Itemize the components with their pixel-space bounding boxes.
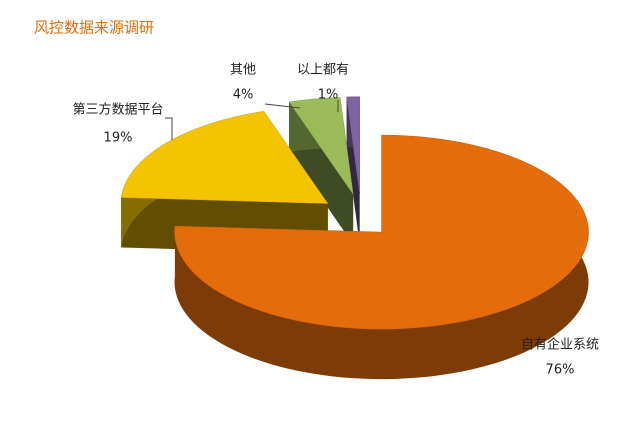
slice [174,134,589,330]
value-label: 1% [318,88,339,103]
value-label: 76% [546,363,575,378]
leader-line [264,103,301,109]
category-label: 第三方数据平台 [72,102,163,118]
leader-line [165,117,173,140]
value-label: 19% [104,131,133,146]
category-label: 以上都有 [297,63,349,78]
value-label: 4% [233,88,254,103]
slice [346,96,360,194]
pie [120,96,589,380]
slice [120,111,329,204]
category-label: 自有企业系统 [521,337,599,353]
category-label: 其他 [230,63,256,78]
chart-title: 风控数据来源调研 [34,19,154,37]
slice [288,97,354,195]
